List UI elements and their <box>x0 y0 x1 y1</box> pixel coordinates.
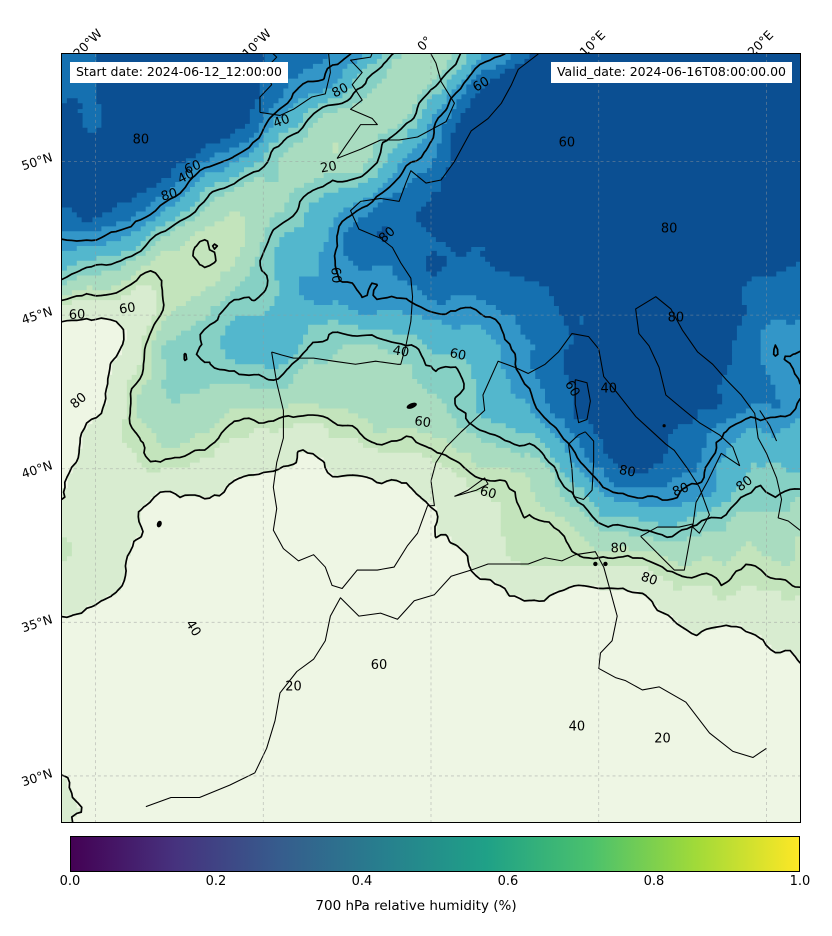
contour-level-20 <box>62 317 800 822</box>
contour-lines <box>62 54 800 822</box>
coastline <box>271 54 539 365</box>
colorbar-gradient <box>70 836 800 872</box>
contour-label-18: 60 <box>413 414 431 431</box>
lat-tick-4: 30°N <box>0 762 58 792</box>
map-islet-0 <box>406 402 417 409</box>
humidity-band <box>62 54 800 528</box>
lat-tick-label: 50°N <box>20 149 55 174</box>
lon-tick-0: 20°W <box>65 0 125 61</box>
map-islet-3 <box>156 520 162 528</box>
lat-tick-label: 35°N <box>20 611 55 636</box>
start-date-annotation: Start date: 2024-06-12_12:00:00 <box>70 62 288 83</box>
coastline <box>454 477 489 497</box>
contour-label-10: 80 <box>661 222 677 237</box>
humidity-band <box>62 285 800 822</box>
contour-label-24: 80 <box>610 541 627 557</box>
contour-level-40 <box>62 238 800 589</box>
lat-tick-label: 45°N <box>20 303 55 328</box>
colorbar-title: 700 hPa relative humidity (%) <box>315 898 517 914</box>
coastline <box>568 431 595 500</box>
contour-label-25: 80 <box>639 570 659 590</box>
lon-tick-1: 10°W <box>233 0 293 61</box>
lon-tick-label: 0° <box>413 32 435 54</box>
contour-label-31: 20 <box>654 732 670 747</box>
contour-label-29: 60 <box>371 658 387 673</box>
contour-label-28: 20 <box>285 679 301 694</box>
lat-tick-1: 45°N <box>0 300 58 330</box>
contour-label-20: 40 <box>601 381 617 396</box>
contour-label-2: 40 <box>175 166 196 187</box>
contour-label-21: 80 <box>618 463 637 481</box>
colorbar-tick-0: 0.0 <box>59 874 81 889</box>
contour-label-1: 60 <box>182 158 203 178</box>
colorbar-tick-3: 0.6 <box>497 874 519 889</box>
lat-tick-label: 40°N <box>20 457 55 482</box>
coastline <box>766 453 800 531</box>
contour-label-26: 60 <box>478 484 498 503</box>
contour-label-22: 80 <box>670 480 691 500</box>
contour-label-0: 80 <box>133 133 149 148</box>
contour-label-27: 40 <box>182 617 204 639</box>
lat-tick-3: 35°N <box>0 608 58 638</box>
graticule <box>62 54 800 822</box>
contour-label-9: 60 <box>559 136 575 151</box>
colorbar-tick-4: 0.8 <box>643 874 665 889</box>
colorbar-tick-5: 1.0 <box>789 874 811 889</box>
contour-label-14: 60 <box>118 300 136 317</box>
contour-label-4: 40 <box>271 112 292 132</box>
lat-tick-label: 30°N <box>20 765 55 790</box>
coastline <box>336 54 455 159</box>
lat-tick-0: 50°N <box>0 146 58 176</box>
contour-label-5: 20 <box>319 159 338 177</box>
contour-level-80 <box>62 54 800 501</box>
contour-label-3: 80 <box>159 186 179 205</box>
contour-label-11: 80 <box>668 311 684 326</box>
colorbar[interactable]: 0.0 0.2 0.4 0.6 0.8 1.0 <box>60 836 810 889</box>
coastline <box>759 410 778 442</box>
colorbar-tick-1: 0.2 <box>205 874 227 889</box>
contour-label-6: 80 <box>330 80 352 101</box>
humidity-band <box>62 54 800 567</box>
valid-date-annotation: Valid_date: 2024-06-16T08:00:00.00 <box>550 62 792 83</box>
lon-tick-3: 10°E <box>569 0 629 59</box>
contour-level-60 <box>62 54 800 539</box>
contour-label-19: 60 <box>561 378 582 400</box>
contour-label-12: 60 <box>327 266 343 284</box>
contour-label-8: 60 <box>470 74 492 95</box>
coastline <box>145 551 767 808</box>
lon-tick-2: 0° <box>401 0 461 54</box>
lon-tick-4: 20°E <box>737 0 797 59</box>
contour-label-17: 60 <box>448 346 467 364</box>
contour-label-13: 60 <box>69 307 86 323</box>
map-islet-1 <box>593 561 598 567</box>
coastline <box>574 379 591 424</box>
contour-label-30: 40 <box>569 719 585 734</box>
coastline <box>640 523 694 571</box>
map-islet-4 <box>662 424 666 428</box>
lat-tick-2: 40°N <box>0 454 58 484</box>
colorbar-tick-2: 0.4 <box>351 874 373 889</box>
contour-label-16: 40 <box>391 343 410 361</box>
map-islet-2 <box>603 561 608 567</box>
map-panel[interactable]: 80 60 40 80 40 20 80 80 60 60 80 80 60 60 60 80 40 60 60 60… <box>61 53 801 823</box>
